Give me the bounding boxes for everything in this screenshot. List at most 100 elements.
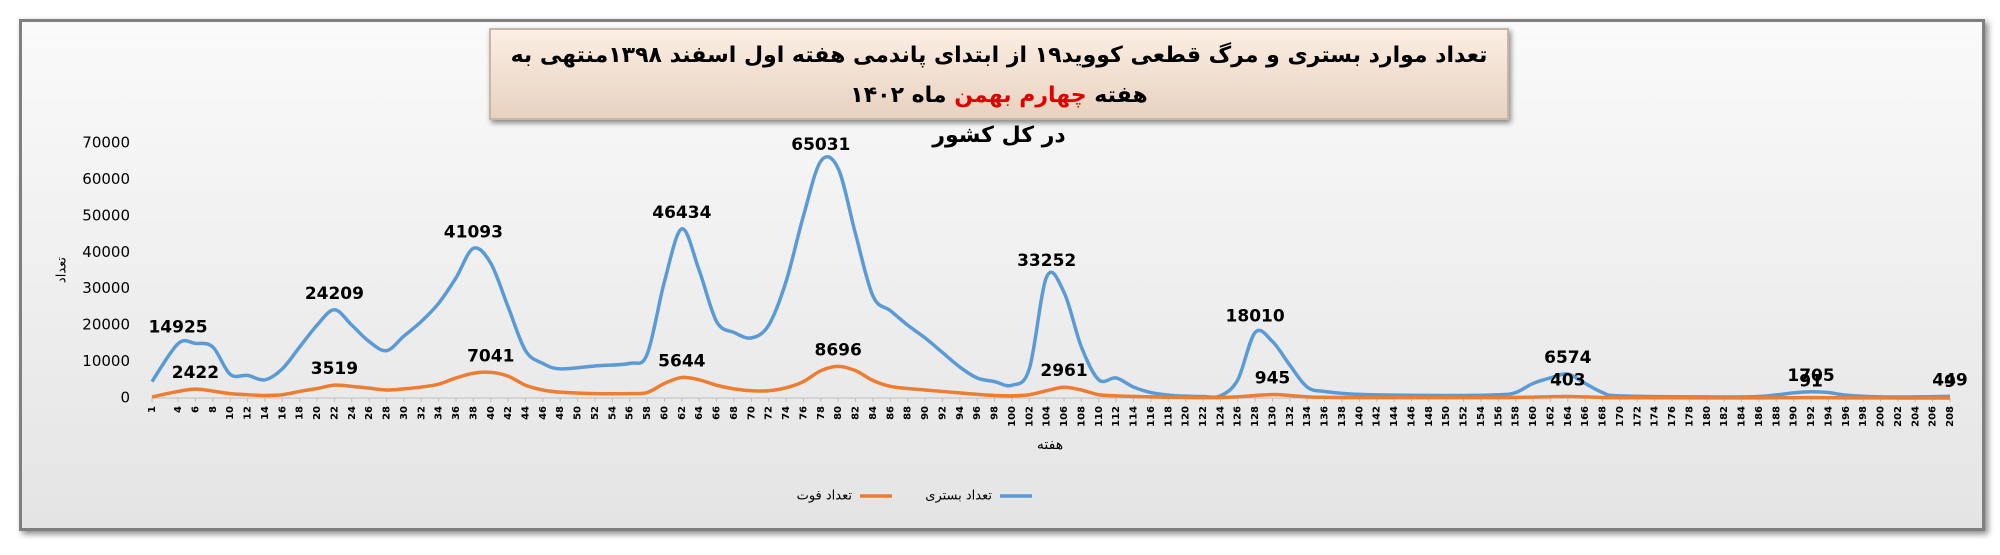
legend-label: تعداد فوت [797, 489, 853, 504]
x-tick-label: 14 [260, 406, 271, 420]
x-tick-label: 30 [399, 406, 410, 420]
x-tick-label: 128 [1250, 406, 1261, 427]
x-tick-label: 38 [468, 406, 479, 420]
x-tick-label: 108 [1076, 406, 1087, 427]
x-tick-label: 68 [729, 406, 740, 420]
x-tick-label: 40 [486, 406, 497, 420]
x-tick-label: 138 [1337, 406, 1348, 427]
x-axis-label: هفته [1037, 437, 1063, 453]
x-tick-label: 24 [347, 406, 358, 420]
x-tick-label: 142 [1372, 406, 1383, 427]
x-tick-label: 126 [1233, 406, 1244, 427]
x-tick-label: 94 [955, 406, 966, 420]
y-tick-label: 20000 [82, 316, 130, 334]
x-tick-label: 200 [1876, 406, 1887, 427]
x-tick-label: 42 [503, 406, 514, 420]
x-tick-label: 124 [1215, 406, 1226, 427]
x-tick-label: 56 [625, 406, 636, 420]
title-text: تعداد موارد بستری و مرگ قطعی کووید۱۹ از … [510, 43, 1488, 108]
y-tick-label: 50000 [82, 206, 130, 224]
x-tick-label: 196 [1841, 406, 1852, 427]
x-tick-label: 136 [1320, 406, 1331, 427]
data-label: 1705 [1787, 366, 1834, 386]
x-tick-label: 192 [1806, 406, 1817, 427]
x-tick-label: 186 [1754, 406, 1765, 427]
x-tick-label: 116 [1146, 406, 1157, 427]
x-tick-label: 1 [147, 406, 158, 413]
y-tick-label: 10000 [82, 352, 130, 370]
x-tick-label: 90 [920, 406, 931, 420]
title-line2: در کل کشور [932, 123, 1066, 148]
x-tick-label: 20 [312, 406, 323, 420]
x-tick-label: 52 [590, 406, 601, 420]
x-tick-label: 102 [1024, 406, 1035, 427]
x-tick-label: 166 [1580, 406, 1591, 427]
x-tick-label: 98 [990, 406, 1001, 420]
y-tick-label: 40000 [82, 243, 130, 261]
data-label: 3519 [311, 359, 358, 379]
x-tick-label: 198 [1858, 406, 1869, 427]
data-label: 65031 [791, 135, 850, 155]
data-label: 403 [1550, 371, 1586, 391]
x-tick-label: 204 [1910, 406, 1921, 427]
data-label: 14925 [148, 318, 207, 338]
x-tick-label: 28 [382, 406, 393, 420]
x-tick-label: 84 [868, 406, 879, 420]
x-tick-label: 34 [434, 406, 445, 420]
x-tick-label: 168 [1598, 406, 1609, 427]
x-tick-label: 26 [364, 406, 375, 420]
x-tick-label: 76 [798, 406, 809, 420]
x-tick-label: 152 [1459, 406, 1470, 427]
x-tick-label: 48 [555, 406, 566, 420]
data-label: 9 [1944, 372, 1956, 392]
x-tick-label: 170 [1615, 406, 1626, 427]
x-tick-label: 82 [851, 406, 862, 420]
x-tick-label: 96 [972, 406, 983, 420]
x-tick-label: 54 [607, 406, 618, 420]
x-tick-label: 150 [1441, 406, 1452, 427]
x-tick-label: 188 [1771, 406, 1782, 427]
legend-label: تعداد بستری [925, 489, 992, 504]
title-end: ماه ۱۴۰۲ [850, 83, 947, 108]
x-tick-label: 194 [1823, 406, 1834, 427]
data-label: 2961 [1040, 361, 1087, 381]
x-tick-label: 64 [694, 406, 705, 420]
x-tick-label: 178 [1684, 406, 1695, 427]
data-label: 5644 [658, 351, 705, 371]
data-label: 2422 [172, 363, 219, 383]
x-tick-label: 80 [833, 406, 844, 420]
y-axis-label: تعداد [55, 257, 70, 283]
x-tick-label: 8 [208, 406, 219, 413]
x-tick-label: 148 [1424, 406, 1435, 427]
x-tick-label: 50 [573, 406, 584, 420]
x-tick-label: 104 [1042, 406, 1053, 427]
x-tick-label: 10 [225, 406, 236, 420]
y-tick-label: 0 [120, 389, 130, 407]
x-tick-label: 206 [1928, 406, 1939, 427]
x-tick-label: 44 [520, 406, 531, 420]
y-tick-label: 70000 [82, 134, 130, 152]
data-label: 18010 [1226, 306, 1285, 326]
x-tick-label: 120 [1181, 406, 1192, 427]
x-tick-label: 202 [1893, 406, 1904, 427]
x-tick-label: 182 [1719, 406, 1730, 427]
y-tick-label: 60000 [82, 170, 130, 188]
data-label: 449 [1932, 370, 1968, 390]
data-label: 24209 [305, 284, 364, 304]
x-tick-label: 146 [1406, 406, 1417, 427]
series-line [150, 155, 1951, 400]
x-tick-label: 112 [1111, 406, 1122, 427]
x-tick-label: 86 [885, 406, 896, 420]
x-tick-label: 158 [1511, 406, 1522, 427]
x-tick-label: 32 [416, 406, 427, 420]
x-tick-label: 16 [277, 406, 288, 420]
x-tick-label: 122 [1198, 406, 1209, 427]
x-tick-label: 92 [937, 406, 948, 420]
x-tick-label: 118 [1163, 406, 1174, 427]
x-tick-label: 58 [642, 406, 653, 420]
x-tick-label: 4 [173, 406, 184, 413]
x-tick-label: 78 [816, 406, 827, 420]
data-label: 7041 [467, 346, 514, 366]
x-tick-label: 176 [1667, 406, 1678, 427]
